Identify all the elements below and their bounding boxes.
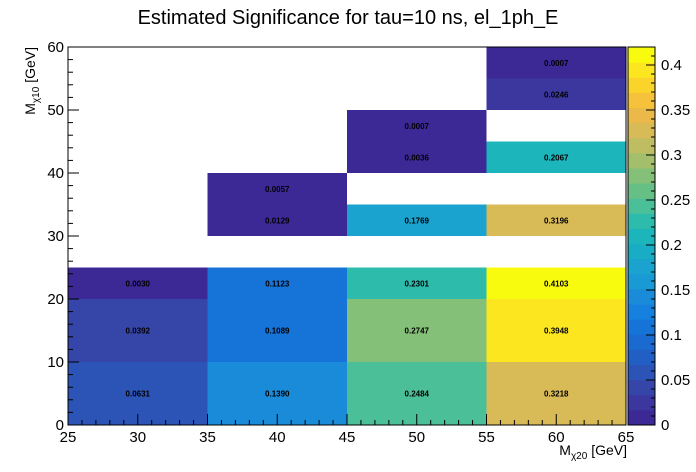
cell-value-label: 0.1123: [265, 279, 290, 288]
colorbar-segment: [628, 394, 655, 411]
heatmap-cell: [486, 141, 626, 173]
cell-value-label: 0.0631: [126, 390, 151, 399]
heatmap-cell: [347, 110, 487, 142]
colorbar-segment: [628, 152, 655, 169]
x-tick-label: 50: [408, 429, 425, 446]
heatmap-cell: [347, 141, 487, 173]
y-tick-label: 20: [47, 291, 64, 308]
colorbar-tick-label: 0.15: [661, 282, 690, 299]
heatmap-cell: [68, 299, 208, 362]
colorbar-segment: [628, 198, 655, 214]
heatmap-cell: [68, 267, 208, 299]
x-tick-label: 55: [478, 429, 495, 446]
y-axis-title: Mχ10 [GeV]: [22, 47, 42, 115]
y-tick-label: 60: [47, 39, 64, 56]
heatmap-cells: 0.0631 0.0392 0.0030 0.1390 0.1089 0.1123 0.01…: [68, 47, 626, 425]
cell-value-label: 0.0007: [405, 122, 430, 131]
colorbar-segment: [628, 167, 655, 184]
colorbar-segment: [628, 62, 655, 78]
heatmap-cell: [207, 267, 347, 299]
colorbar-segment: [628, 92, 655, 108]
colorbar-segment: [628, 183, 655, 199]
cell-value-label: 0.0007: [544, 59, 569, 68]
colorbar-tick-label: 0.35: [661, 102, 690, 119]
colorbar-segment: [628, 349, 655, 366]
x-tick-label: 65: [618, 429, 635, 446]
colorbar-segment: [628, 243, 655, 260]
cell-value-label: 0.0129: [265, 216, 290, 225]
cell-value-label: 0.0057: [265, 185, 290, 194]
cell-value-label: 0.2747: [405, 327, 430, 336]
colorbar-segment: [628, 319, 655, 335]
cell-value-label: 0.0392: [126, 327, 151, 336]
colorbar-tick-label: 0.2: [661, 237, 682, 254]
cell-value-label: 0.1089: [265, 327, 290, 336]
colorbar-segment: [628, 213, 655, 229]
x-tick-label: 25: [60, 429, 77, 446]
y-tick-label: 50: [47, 102, 64, 119]
cell-value-label: 0.0246: [544, 90, 569, 99]
x-axis-title: Mχ20 [GeV]: [559, 442, 627, 462]
colorbar-segment: [628, 409, 655, 426]
colorbar-segment: [628, 379, 655, 396]
colorbar-segment: [628, 77, 655, 93]
colorbar-segment: [628, 258, 655, 275]
y-tick-label: 30: [47, 228, 64, 245]
heatmap-cell: [486, 78, 626, 110]
cell-value-label: 0.2301: [405, 279, 430, 288]
cell-value-label: 0.1769: [405, 216, 430, 225]
colorbar-segment: [628, 273, 655, 290]
colorbar-tick-label: 0.3: [661, 147, 682, 164]
x-tick-label: 30: [129, 429, 146, 446]
colorbar-segment: [628, 107, 655, 124]
colorbar-segment: [628, 228, 655, 245]
heatmap-cell: [486, 204, 626, 236]
cell-value-label: 0.1390: [265, 390, 290, 399]
cell-value-label: 0.0030: [126, 279, 151, 288]
heatmap-cell: [486, 299, 626, 362]
colorbar-segment: [628, 47, 655, 63]
x-tick-label: 35: [199, 429, 216, 446]
colorbar: 0 0.05 0.1 0.15 0.2 0.25 0.3 0.35 0.4: [627, 46, 690, 434]
heatmap-cell: [207, 204, 347, 236]
heatmap-cell: [347, 204, 487, 236]
colorbar-tick-label: 0: [661, 417, 669, 434]
colorbar-tick-label: 0.1: [661, 327, 682, 344]
chart-title: Estimated Significance for tau=10 ns, el…: [138, 7, 559, 29]
cell-value-label: 0.3948: [544, 327, 569, 336]
cell-value-label: 0.3218: [544, 390, 569, 399]
colorbar-segment: [628, 364, 655, 381]
colorbar-segment: [628, 304, 655, 320]
heatmap-cell: [486, 267, 626, 299]
cell-value-label: 0.2067: [544, 153, 569, 162]
heatmap-cell: [207, 299, 347, 362]
cell-value-label: 0.0036: [405, 153, 430, 162]
colorbar-segment: [628, 137, 655, 154]
y-tick-label: 0: [56, 417, 64, 434]
colorbar-segment: [628, 122, 655, 139]
x-tick-label: 60: [548, 429, 565, 446]
x-tick-label: 40: [269, 429, 286, 446]
heatmap-cell: [486, 47, 626, 79]
colorbar-segment: [628, 334, 655, 350]
heatmap-cell: [347, 267, 487, 299]
y-tick-label: 10: [47, 354, 64, 371]
x-tick-label: 45: [339, 429, 356, 446]
colorbar-tick-label: 0.4: [661, 57, 682, 74]
y-tick-label: 40: [47, 165, 64, 182]
heatmap-cell: [207, 173, 347, 205]
axes: 25 30 35 40 45 50 55 60 65 0 10 20 30 40 50 60: [47, 39, 634, 446]
cell-value-label: 0.4103: [544, 279, 569, 288]
cell-value-label: 0.2484: [405, 390, 430, 399]
colorbar-tick-label: 0.25: [661, 192, 690, 209]
colorbar-segment: [628, 288, 655, 305]
colorbar-tick-label: 0.05: [661, 372, 690, 389]
cell-value-label: 0.3196: [544, 216, 569, 225]
heatmap-cell: [347, 299, 487, 362]
